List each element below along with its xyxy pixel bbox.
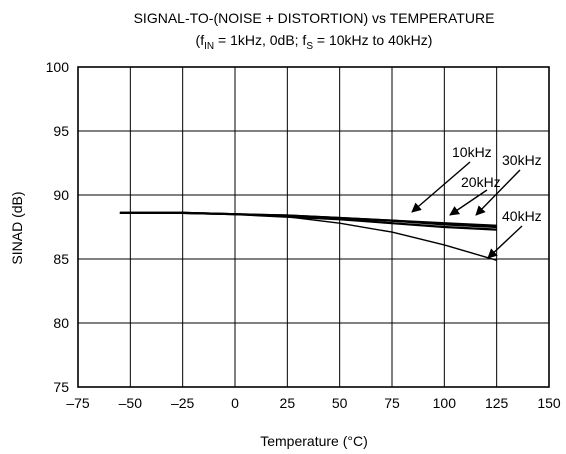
x-tick-label: 75	[384, 395, 400, 411]
series-line-40kHz	[119, 212, 497, 261]
annotation-label-10kHz: 10kHz	[452, 144, 492, 160]
x-tick-label: –50	[119, 395, 143, 411]
y-tick-label: 90	[53, 187, 69, 203]
subtitle-part-3: = 10kHz to 40kHz)	[313, 32, 432, 48]
annotation-label-20kHz: 20kHz	[461, 174, 501, 190]
annotation-label-30kHz: 30kHz	[502, 152, 542, 168]
grid-lines	[78, 67, 549, 387]
y-tick-label: 75	[53, 379, 69, 395]
subtitle-part-1: (f	[196, 32, 205, 48]
subtitle-sub-in: IN	[204, 41, 214, 52]
x-tick-label: 0	[231, 395, 239, 411]
annotation-arrow-10kHz	[411, 161, 471, 213]
annotation-label-40kHz: 40kHz	[502, 208, 542, 224]
subtitle-sub-s: S	[306, 41, 313, 52]
x-axis-label: Temperature (°C)	[260, 433, 368, 449]
chart-subtitle: (fIN = 1kHz, 0dB; fS = 10kHz to 40kHz)	[196, 32, 433, 52]
plot-frame	[77, 66, 550, 388]
annotation-arrow-30kHz	[475, 169, 521, 216]
series-layer	[119, 211, 497, 261]
x-tick-label: 150	[537, 395, 561, 411]
x-tick-label: –25	[171, 395, 195, 411]
annotation-arrow-20kHz	[449, 189, 488, 216]
x-tick-label: –75	[66, 395, 90, 411]
y-axis-label: SINAD (dB)	[9, 191, 25, 264]
tick-labels: –75 –50 –25 0 25 50 75 100 125 150 75 80 85 90 95 100	[46, 59, 561, 411]
subtitle-part-2: = 1kHz, 0dB; f	[214, 32, 306, 48]
chart-title: SIGNAL-TO-(NOISE + DISTORTION) vs TEMPER…	[134, 10, 495, 26]
x-tick-label: 125	[485, 395, 509, 411]
annotation-arrow-40kHz	[487, 225, 523, 259]
y-tick-label: 95	[53, 123, 69, 139]
y-tick-label: 100	[46, 59, 70, 75]
y-tick-label: 80	[53, 315, 69, 331]
x-tick-label: 50	[332, 395, 348, 411]
y-tick-label: 85	[53, 251, 69, 267]
x-tick-label: 25	[280, 395, 296, 411]
x-tick-label: 100	[433, 395, 457, 411]
